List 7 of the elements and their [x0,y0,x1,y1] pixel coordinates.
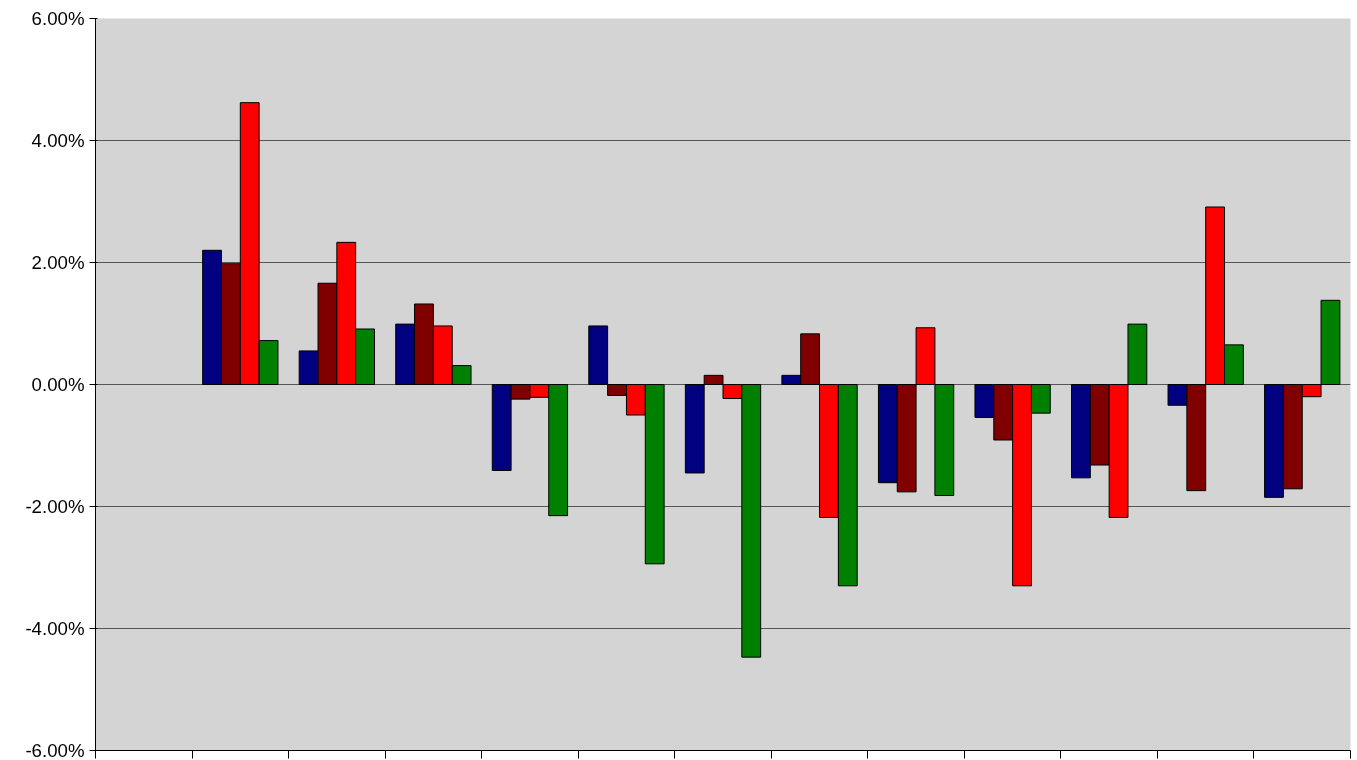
y-tick-label: 0.00% [31,374,85,395]
y-tick-label: 6.00% [31,8,85,29]
y-tick-label: -6.00% [25,739,85,760]
y-tick-label: -4.00% [25,618,85,639]
y-tick-label: -2.00% [25,496,85,517]
y-tick-label: 2.00% [31,252,85,273]
y-tick-label: 4.00% [31,130,85,151]
